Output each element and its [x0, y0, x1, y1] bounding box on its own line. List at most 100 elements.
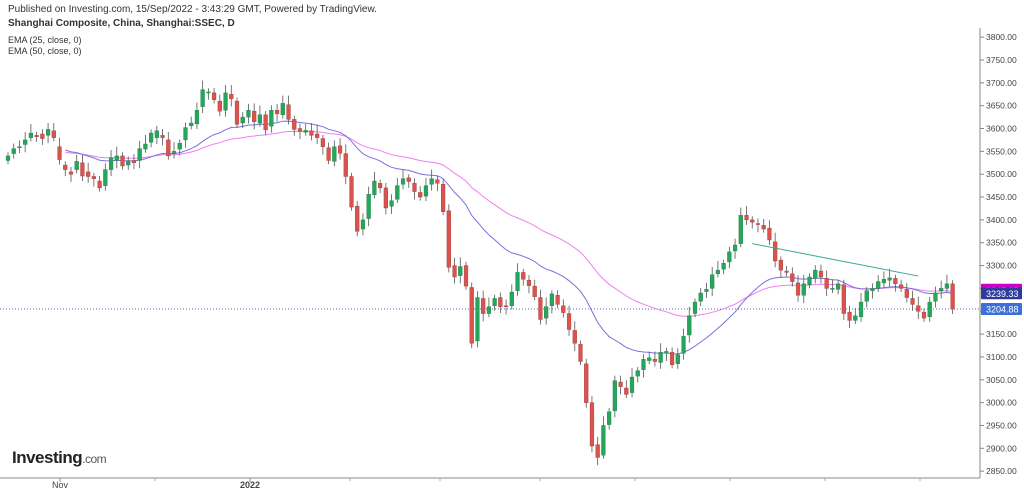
candle-body	[149, 132, 154, 143]
candle-body	[435, 179, 440, 184]
candle-body	[795, 282, 801, 296]
candle-body	[589, 402, 595, 447]
candle-body	[68, 171, 74, 175]
candle-body	[870, 288, 875, 291]
investing-logo: Investing.com	[12, 448, 107, 467]
candle-body	[395, 185, 400, 200]
candle-body	[647, 357, 652, 361]
candle-body	[710, 274, 715, 289]
candle-body	[526, 279, 532, 286]
candle-body	[635, 370, 640, 377]
candle-body	[469, 287, 474, 344]
candle-body	[629, 376, 635, 393]
candle-body	[463, 265, 469, 287]
candle-body	[412, 183, 417, 192]
candle-body	[441, 184, 446, 212]
y-tick-label: 3150.00	[986, 329, 1017, 339]
price-tag-close	[981, 287, 1022, 300]
candle-body	[790, 273, 795, 282]
candle-body	[664, 351, 669, 354]
candle-body	[601, 425, 606, 456]
candle-body	[612, 380, 617, 412]
candle-body	[17, 146, 22, 148]
candle-body	[131, 160, 137, 163]
candle-body	[881, 279, 887, 284]
y-tick-label: 3750.00	[986, 55, 1017, 65]
candle-body	[51, 130, 56, 138]
candle-body	[423, 185, 429, 197]
candle-body	[904, 289, 909, 298]
candle-body	[818, 270, 824, 278]
candle-body	[847, 311, 852, 321]
candle-body	[773, 241, 778, 262]
candle-body	[538, 297, 543, 320]
candle-body	[326, 147, 331, 161]
candle-body	[177, 142, 182, 150]
candle-body	[727, 251, 732, 263]
candle-body	[755, 223, 761, 225]
candle-body	[23, 139, 28, 145]
candle-body	[378, 183, 383, 189]
candle-body	[778, 259, 783, 271]
candle-body	[63, 164, 68, 170]
candle-body	[126, 161, 131, 166]
candle-body	[286, 104, 291, 120]
candle-body	[160, 135, 165, 138]
candle-body	[406, 177, 411, 182]
candle-body	[939, 288, 944, 291]
candle-body	[343, 153, 348, 177]
y-tick-label: 2950.00	[986, 420, 1017, 430]
candle-body	[944, 283, 949, 289]
candle-body	[910, 298, 915, 305]
candle-body	[166, 139, 171, 157]
candle-body	[836, 283, 841, 290]
candle-body	[45, 129, 51, 136]
candle-body	[641, 359, 646, 370]
candle-body	[486, 306, 491, 314]
candle-body	[704, 289, 709, 292]
candle-body	[595, 444, 600, 458]
candle-body	[143, 143, 148, 150]
candle-body	[807, 276, 812, 285]
candle-body	[114, 155, 119, 161]
candle-body	[927, 301, 932, 317]
y-tick-label: 3800.00	[986, 32, 1017, 42]
y-tick-label: 3050.00	[986, 375, 1017, 385]
candle-body	[687, 315, 692, 336]
candle-body	[721, 263, 726, 270]
candle-body	[561, 305, 566, 313]
candle-body	[429, 178, 434, 185]
candle-body	[97, 180, 102, 189]
candle-body	[584, 363, 589, 403]
candle-body	[830, 288, 835, 290]
candle-body	[297, 128, 303, 132]
candle-body	[824, 278, 829, 289]
symbol-title: Shanghai Composite, China, Shanghai:SSEC…	[8, 18, 235, 29]
legend-ema50[interactable]: EMA (50, close, 0)	[8, 46, 82, 56]
candle-body	[108, 157, 114, 170]
candle-body	[858, 301, 864, 317]
candle-body	[652, 359, 658, 362]
candle-body	[549, 293, 554, 306]
candle-body	[5, 155, 11, 161]
candle-body	[841, 284, 846, 314]
candle-body	[607, 411, 612, 425]
candle-body	[383, 187, 388, 209]
candle-body	[349, 176, 354, 208]
y-tick-label: 3650.00	[986, 101, 1017, 111]
candle-body	[280, 103, 285, 116]
candle-body	[458, 266, 463, 276]
candle-body	[189, 122, 194, 126]
y-tick-label: 3000.00	[986, 398, 1017, 408]
candle-body	[738, 215, 743, 244]
trendline	[752, 243, 919, 277]
candle-body	[360, 219, 366, 230]
candle-body	[715, 269, 720, 274]
candle-body	[223, 92, 228, 111]
candle-body	[303, 130, 308, 133]
y-tick-label: 3400.00	[986, 215, 1017, 225]
legend-ema25[interactable]: EMA (25, close, 0)	[8, 35, 82, 45]
candle-body	[57, 146, 62, 160]
candle-body	[624, 387, 629, 395]
